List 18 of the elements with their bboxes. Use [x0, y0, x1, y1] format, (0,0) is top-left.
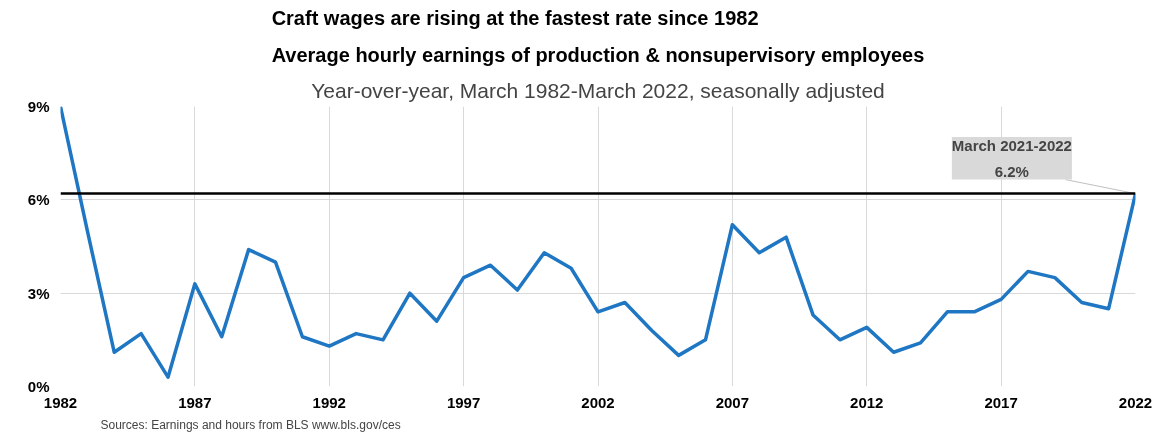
x-tick-label: 2017 [984, 393, 1018, 411]
x-tick-label: 2022 [1118, 393, 1153, 411]
chart-subtitle: Year-over-year, March 1982-March 2022, seasonally adjusted [311, 78, 885, 102]
y-tick-label: 6% [27, 191, 50, 209]
x-tick-label: 1997 [446, 393, 481, 411]
y-tick-label: 0% [27, 378, 50, 395]
y-tick-label: 3% [27, 284, 50, 302]
x-tick-label: 2007 [715, 393, 750, 411]
x-tick-label: 2002 [581, 393, 615, 411]
x-tick-label: 1987 [178, 393, 212, 411]
x-tick-label: 1982 [43, 393, 78, 411]
annotation: March 2021-2022 6.2% [951, 137, 1072, 180]
x-tick-label: 1992 [312, 393, 346, 411]
x-tick-label: 2012 [850, 393, 884, 411]
source-note: Sources: Earnings and hours from BLS www.bls.gov/ces [100, 417, 401, 432]
line-series [60, 106, 1136, 379]
chart-title: Craft wages are rising at the fastest rate since 1982 Average hourly earnings of production & nonsupervisory employees [271, 7, 925, 67]
y-tick-label: 9% [27, 98, 50, 115]
